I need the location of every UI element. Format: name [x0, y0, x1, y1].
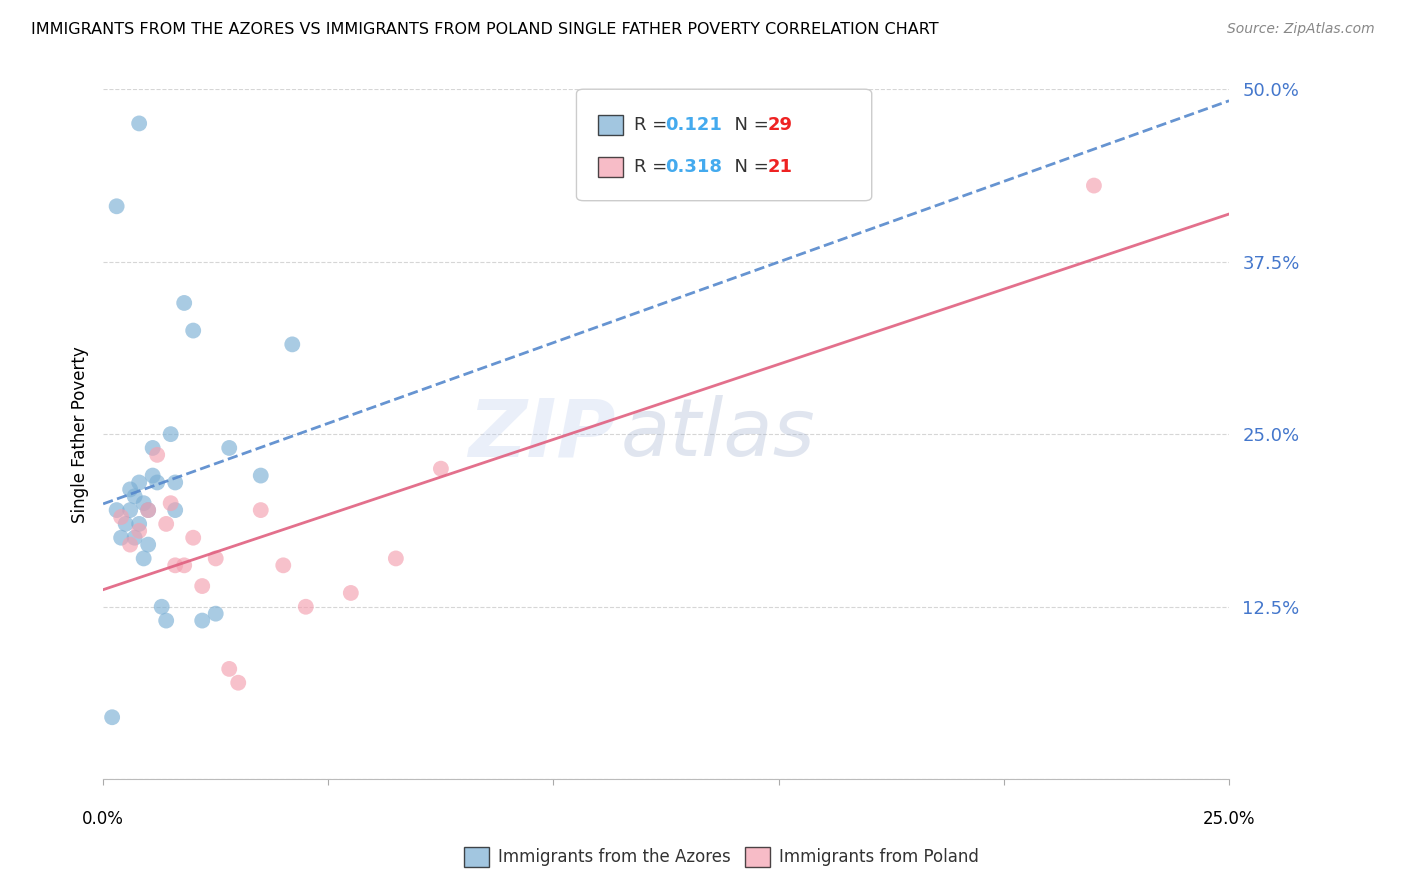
Point	[165, 558, 187, 573]
Point	[249, 503, 271, 517]
Text: ZIP: ZIP	[468, 395, 616, 473]
Point	[146, 475, 169, 490]
Point	[385, 551, 408, 566]
Text: R =: R =	[634, 158, 673, 176]
Point	[159, 427, 181, 442]
Text: N =: N =	[723, 158, 775, 176]
Point	[173, 558, 195, 573]
Point	[120, 538, 142, 552]
Point	[132, 496, 155, 510]
Text: R =: R =	[634, 116, 673, 134]
Text: Source: ZipAtlas.com: Source: ZipAtlas.com	[1227, 22, 1375, 37]
Point	[128, 516, 150, 531]
Point	[173, 296, 195, 310]
Point	[159, 496, 181, 510]
Point	[136, 538, 159, 552]
Point	[281, 337, 304, 351]
Point	[249, 468, 271, 483]
Point	[128, 116, 150, 130]
Point	[146, 448, 169, 462]
Point	[101, 710, 124, 724]
Point	[218, 662, 240, 676]
Point	[110, 510, 132, 524]
Point	[128, 524, 150, 538]
Point	[155, 516, 177, 531]
Point	[294, 599, 316, 614]
Point	[204, 551, 226, 566]
Point	[120, 483, 142, 497]
Point	[110, 531, 132, 545]
Point	[150, 599, 173, 614]
Text: 21: 21	[768, 158, 793, 176]
Text: Immigrants from the Azores: Immigrants from the Azores	[498, 848, 731, 866]
Y-axis label: Single Father Poverty: Single Father Poverty	[72, 346, 89, 523]
Text: 0.0%: 0.0%	[82, 810, 124, 828]
Point	[142, 468, 165, 483]
Point	[226, 675, 249, 690]
Point	[136, 503, 159, 517]
Point	[128, 475, 150, 490]
Text: 25.0%: 25.0%	[1202, 810, 1256, 828]
Point	[132, 551, 155, 566]
Point	[120, 503, 142, 517]
Text: N =: N =	[723, 116, 775, 134]
Text: 0.121: 0.121	[665, 116, 721, 134]
Point	[181, 324, 204, 338]
Point	[204, 607, 226, 621]
Point	[142, 441, 165, 455]
Point	[124, 489, 146, 503]
Point	[124, 531, 146, 545]
Point	[155, 614, 177, 628]
Point	[271, 558, 294, 573]
Text: atlas: atlas	[621, 395, 815, 473]
Point	[218, 441, 240, 455]
Point	[105, 199, 128, 213]
Point	[136, 503, 159, 517]
Text: Immigrants from Poland: Immigrants from Poland	[779, 848, 979, 866]
Text: 29: 29	[768, 116, 793, 134]
Point	[114, 516, 136, 531]
Point	[191, 579, 214, 593]
Text: IMMIGRANTS FROM THE AZORES VS IMMIGRANTS FROM POLAND SINGLE FATHER POVERTY CORRE: IMMIGRANTS FROM THE AZORES VS IMMIGRANTS…	[31, 22, 939, 37]
Point	[340, 586, 363, 600]
Text: 0.318: 0.318	[665, 158, 723, 176]
Point	[105, 503, 128, 517]
Point	[1083, 178, 1105, 193]
Point	[430, 461, 453, 475]
Point	[165, 503, 187, 517]
Point	[181, 531, 204, 545]
Point	[165, 475, 187, 490]
Point	[191, 614, 214, 628]
